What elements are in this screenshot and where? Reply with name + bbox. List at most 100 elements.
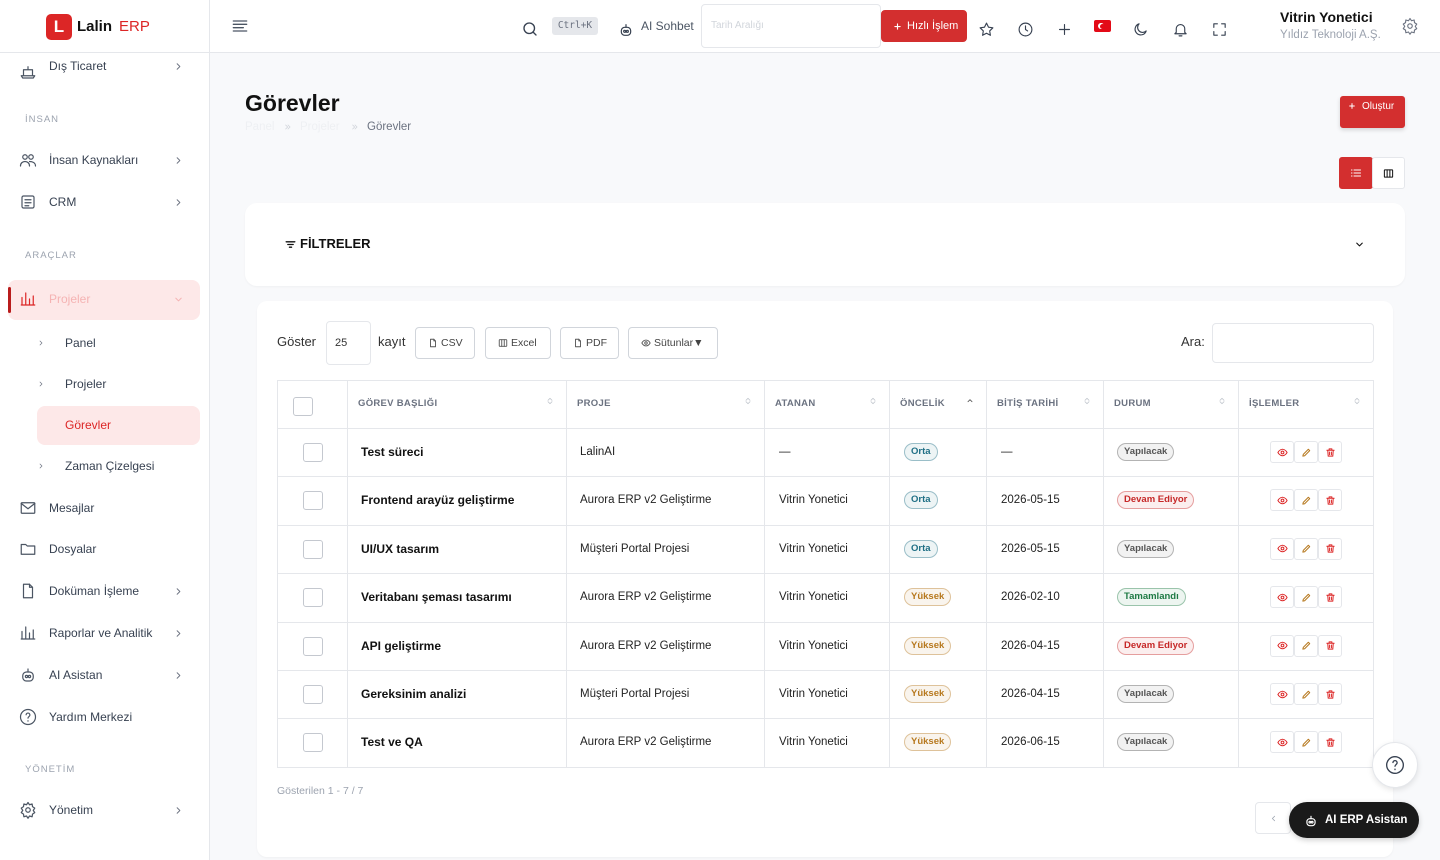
button[interactable] (881, 10, 967, 42)
button[interactable] (1318, 441, 1342, 463)
button[interactable] (1318, 731, 1342, 754)
button[interactable] (1318, 537, 1342, 560)
eye-action[interactable] (1276, 640, 1288, 651)
task-title[interactable]: UI/UX tasarım (361, 541, 440, 556)
pencil-action[interactable] (1301, 737, 1312, 748)
button[interactable] (415, 327, 475, 359)
nav-item[interactable]: Dosyalar (49, 542, 97, 556)
trash-action[interactable] (1325, 543, 1336, 554)
button[interactable] (1294, 441, 1318, 463)
checkbox[interactable] (303, 685, 323, 704)
button[interactable] (1372, 157, 1405, 189)
subnav-item[interactable]: Panel (65, 336, 96, 350)
export-button[interactable]: Excel (511, 337, 537, 349)
pencil-action[interactable] (1301, 592, 1312, 603)
pencil-action[interactable] (1301, 640, 1312, 651)
language-flag[interactable] (1094, 20, 1111, 32)
list-view[interactable] (1350, 167, 1362, 179)
ai-chat[interactable]: AI Sohbet (641, 19, 694, 33)
button[interactable] (1270, 634, 1294, 657)
task-title[interactable]: Test süreci (361, 445, 424, 459)
star-button[interactable] (978, 21, 995, 38)
button[interactable] (1294, 586, 1318, 609)
export-button[interactable]: PDF (586, 337, 607, 349)
column-header[interactable]: BİTİŞ TARİHİ (997, 398, 1059, 409)
checkbox[interactable] (303, 733, 323, 753)
filters-card[interactable] (245, 203, 1405, 286)
eye-action[interactable] (1276, 543, 1288, 554)
nav-item[interactable]: Dış Ticaret (49, 59, 107, 73)
page-length[interactable]: 25 (326, 321, 371, 365)
pencil-action[interactable] (1301, 543, 1312, 554)
trash-action[interactable] (1325, 737, 1336, 748)
button[interactable] (1318, 683, 1342, 705)
button[interactable] (1294, 537, 1318, 560)
button[interactable] (560, 327, 619, 359)
export-button[interactable]: Sütunlar▼ (654, 337, 704, 349)
trash-action[interactable] (1325, 592, 1336, 603)
trash-action[interactable] (1325, 640, 1336, 651)
user-name[interactable]: Vitrin Yonetici (1280, 9, 1373, 25)
button[interactable] (1270, 489, 1294, 512)
button[interactable] (485, 327, 551, 359)
eye-action[interactable] (1276, 447, 1288, 458)
button[interactable] (1294, 489, 1318, 512)
column-header[interactable]: ATANAN (775, 398, 816, 409)
button[interactable] (1340, 96, 1405, 128)
trash-action[interactable] (1325, 447, 1336, 458)
date-input[interactable] (701, 4, 881, 48)
task-title[interactable]: API geliştirme (361, 638, 442, 653)
clock-button[interactable] (1017, 21, 1034, 38)
bell-button[interactable] (1172, 21, 1189, 38)
nav-item[interactable]: Yönetim (49, 803, 94, 817)
eye-action[interactable] (1276, 592, 1288, 603)
trash-action[interactable] (1325, 495, 1336, 506)
button[interactable] (1255, 802, 1291, 834)
nav-item[interactable]: Mesajlar (49, 501, 95, 515)
nav-item[interactable]: CRM (49, 195, 77, 209)
eye-action[interactable] (1276, 737, 1288, 748)
button[interactable] (1294, 731, 1318, 754)
button[interactable] (1270, 683, 1294, 705)
nav-item[interactable]: Doküman İşleme (49, 584, 140, 598)
settings[interactable] (1401, 17, 1419, 35)
checkbox[interactable] (293, 397, 313, 416)
grid-view[interactable] (1383, 168, 1394, 179)
nav-item[interactable]: Projeler (49, 292, 91, 306)
subnav-item[interactable]: Projeler (65, 377, 107, 391)
task-title[interactable]: Veritabanı şeması tasarımı (361, 590, 512, 605)
nav-item[interactable]: AI Asistan (49, 668, 103, 682)
button[interactable] (1318, 489, 1342, 512)
subnav-item[interactable]: Zaman Çizelgesi (65, 459, 155, 473)
pencil-action[interactable] (1301, 495, 1312, 506)
column-header[interactable]: ÖNCELİK (900, 398, 945, 409)
eye-action[interactable] (1276, 689, 1288, 700)
button[interactable] (1270, 441, 1294, 463)
nav-item[interactable]: Yardım Merkezi (49, 710, 133, 724)
checkbox[interactable] (303, 539, 323, 559)
task-title[interactable]: Gereksinim analizi (361, 687, 467, 701)
column-header[interactable]: İŞLEMLER (1249, 398, 1300, 409)
button[interactable] (628, 327, 718, 359)
pencil-action[interactable] (1301, 689, 1312, 700)
eye-action[interactable] (1276, 495, 1288, 506)
assistant-button[interactable] (1289, 802, 1419, 838)
subnav-item[interactable]: Görevler (65, 418, 112, 432)
column-header[interactable]: DURUM (1114, 398, 1151, 409)
expand-button[interactable] (1211, 21, 1228, 38)
task-title[interactable]: Test ve QA (361, 735, 423, 750)
search-input[interactable] (1212, 323, 1374, 363)
button[interactable] (1318, 586, 1342, 609)
button[interactable] (1270, 586, 1294, 609)
checkbox[interactable] (303, 491, 323, 511)
export-button[interactable]: CSV (441, 337, 463, 349)
checkbox[interactable] (303, 443, 323, 462)
checkbox[interactable] (303, 588, 323, 608)
help-button[interactable] (1372, 742, 1418, 788)
prev-page[interactable] (1269, 814, 1278, 823)
trash-action[interactable] (1325, 689, 1336, 700)
checkbox[interactable] (303, 636, 323, 656)
column-header[interactable]: PROJE (577, 398, 611, 409)
nav-item[interactable]: İnsan Kaynakları (49, 153, 139, 167)
button[interactable] (1270, 731, 1294, 754)
